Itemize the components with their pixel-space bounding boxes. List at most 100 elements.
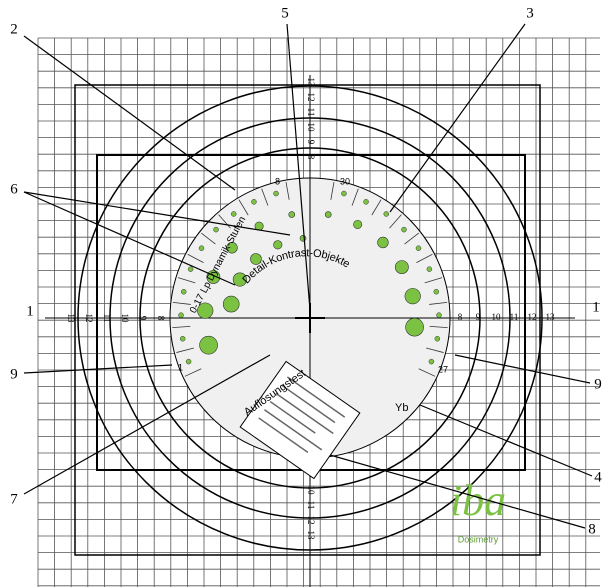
- callouts: 12 3 4 5 6 7 8 9 1 9: [10, 5, 602, 537]
- card: [239, 360, 361, 480]
- detail-object: [405, 317, 424, 337]
- callout-arrow: [23, 191, 291, 236]
- scale-label: 13: [306, 78, 316, 88]
- dynamic-step: [273, 190, 279, 197]
- scale-label: 13: [546, 312, 556, 322]
- dynamic-step: [180, 288, 187, 295]
- callout-arrow: [23, 191, 236, 286]
- callout-arrow: [419, 404, 593, 477]
- box-divider: [389, 214, 402, 229]
- box-divider: [416, 253, 433, 263]
- box-divider: [172, 301, 191, 305]
- logo-name: iba: [450, 476, 506, 525]
- object-number: 8: [275, 176, 280, 186]
- box-divider: [201, 232, 216, 245]
- scale-label: 12: [528, 312, 537, 322]
- box-divider: [429, 325, 448, 329]
- box-divider: [404, 232, 419, 245]
- dynamic-step: [401, 226, 407, 233]
- scale-label: 10: [492, 312, 502, 322]
- box-divider: [238, 199, 249, 216]
- box-divider: [429, 301, 448, 305]
- box-divider: [184, 368, 202, 377]
- box-divider: [330, 182, 335, 200]
- box-divider: [261, 188, 269, 206]
- callout-label: 1: [592, 299, 600, 315]
- scale-label: 8: [306, 155, 316, 160]
- scale-label: 11: [306, 501, 316, 510]
- callout-label: 4: [594, 469, 602, 485]
- scale-label: 10: [306, 486, 316, 496]
- scale-label: 9: [306, 140, 316, 145]
- scale-label: 9: [476, 312, 481, 322]
- scale-label: 11: [102, 314, 112, 323]
- scale-label: 11: [306, 108, 316, 117]
- dynamic-step: [434, 335, 441, 342]
- dynamic-step: [187, 266, 194, 272]
- box-divider: [285, 182, 290, 200]
- scale-label: 12: [306, 516, 316, 525]
- callout-arrow: [329, 454, 586, 529]
- dynamic-step: [179, 335, 186, 342]
- callout-label: 5: [281, 5, 289, 21]
- detail-object: [250, 253, 262, 265]
- scales: 13 12 11 10 9 8 8 9 10 11 12 13 13 12 11 10 9 8 10 11 12 13: [66, 78, 555, 541]
- dynamic-step: [363, 199, 369, 205]
- scale-label: 10: [120, 314, 130, 324]
- dynamic-step: [428, 358, 435, 365]
- object-number: 1: [178, 362, 183, 372]
- dynamic-step: [436, 312, 442, 318]
- box-divider: [418, 368, 436, 377]
- dynamic-step: [426, 266, 433, 272]
- detail-object: [353, 219, 363, 229]
- marker: Yb: [395, 402, 408, 414]
- object-number: 27: [438, 364, 448, 374]
- dynamic-step: [433, 288, 440, 295]
- callout-label: 8: [588, 521, 596, 537]
- box-divider: [424, 277, 443, 284]
- callout-label: 9: [594, 376, 602, 392]
- detail-object: [226, 242, 238, 254]
- resolution-card: [239, 360, 361, 480]
- detail-object: [232, 272, 247, 287]
- dynamic-step: [230, 211, 237, 217]
- callout-label: 1: [26, 303, 34, 319]
- dynamic-step: [415, 245, 422, 251]
- callout-label: 7: [10, 491, 18, 507]
- box-divider: [351, 188, 359, 206]
- scale-label: 9: [138, 316, 148, 321]
- detail-object: [394, 260, 409, 274]
- detail-object: [324, 211, 332, 218]
- dynamic-step: [383, 211, 390, 217]
- object-number: 30: [340, 176, 350, 186]
- scale-label: 12: [306, 93, 316, 102]
- dynamic-step: [341, 190, 347, 197]
- dynamic-step: [185, 358, 192, 365]
- callout-arrow: [389, 23, 526, 213]
- callout-arrow: [286, 23, 311, 311]
- box-divider: [371, 199, 382, 216]
- callout-label: 6: [10, 181, 18, 197]
- detail-object: [288, 211, 296, 218]
- box-divider: [172, 325, 191, 329]
- outer-frame: [74, 84, 541, 556]
- callout-label: 3: [526, 5, 534, 21]
- scale-label: 8: [156, 316, 166, 321]
- box-divider: [426, 347, 444, 353]
- scale-label: 13: [66, 314, 76, 324]
- dynamic-step: [178, 312, 184, 318]
- detail-object: [404, 288, 421, 305]
- detail-object: [199, 335, 218, 355]
- dynamic-step: [198, 245, 205, 251]
- scale-label: 13: [306, 531, 316, 541]
- phantom-shapes: [45, 75, 575, 587]
- detail-object: [377, 236, 389, 249]
- callout-arrow: [23, 354, 271, 495]
- detail-object: [197, 302, 214, 319]
- box-divider: [176, 347, 194, 353]
- scale-label: 10: [306, 123, 316, 133]
- callout-arrow: [454, 354, 591, 384]
- detail-object: [222, 295, 240, 313]
- scale-label: 8: [458, 312, 463, 322]
- scale-label: 11: [510, 312, 519, 322]
